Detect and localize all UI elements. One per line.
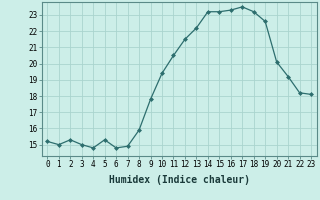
X-axis label: Humidex (Indice chaleur): Humidex (Indice chaleur): [109, 175, 250, 185]
